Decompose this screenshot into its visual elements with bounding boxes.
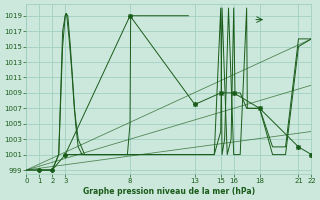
X-axis label: Graphe pression niveau de la mer (hPa): Graphe pression niveau de la mer (hPa): [83, 187, 255, 196]
